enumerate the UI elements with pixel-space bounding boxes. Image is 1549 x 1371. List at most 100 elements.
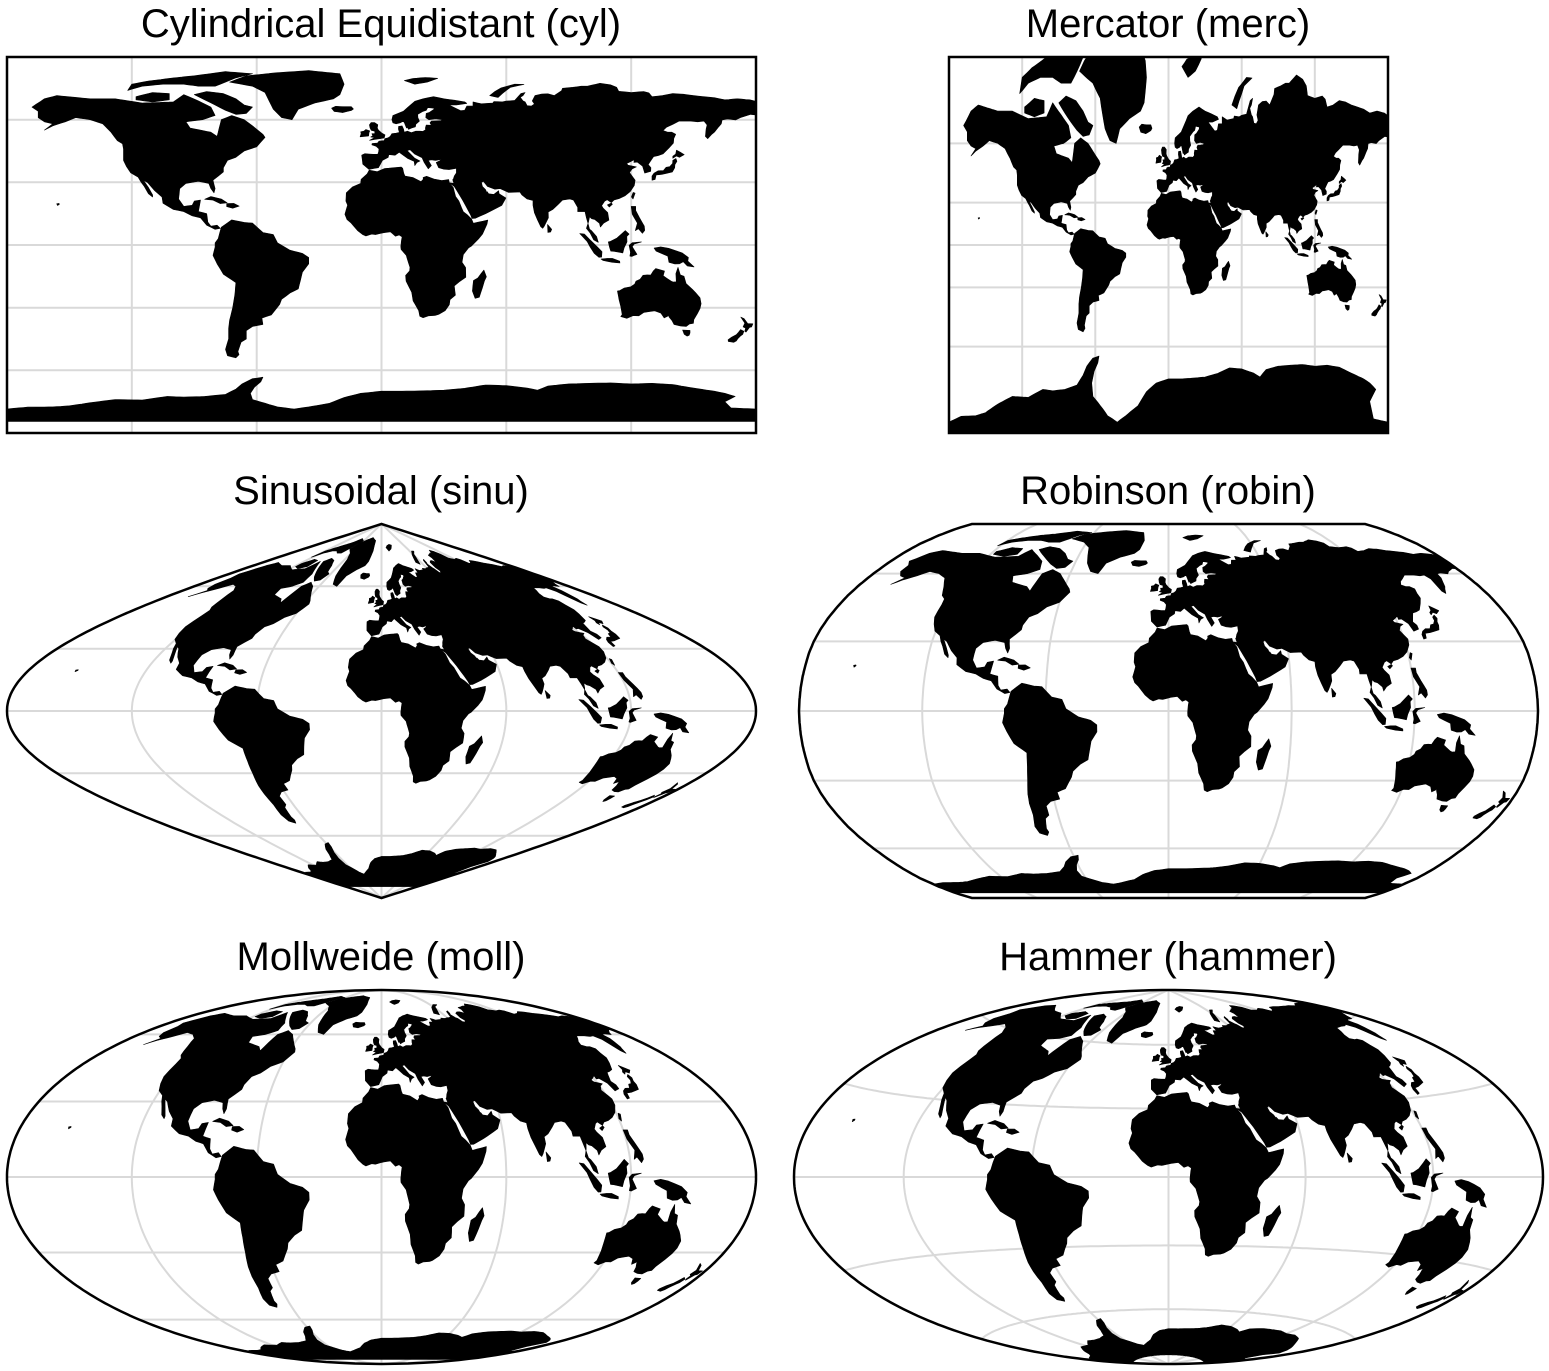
map-content <box>7 524 756 898</box>
ireland-landmass <box>359 129 371 138</box>
antarctica-landmass <box>932 854 1412 894</box>
borneo-landmass <box>608 230 630 254</box>
australia-landmass <box>593 1204 682 1275</box>
map-panel-moll: Mollweide (moll) <box>5 935 758 1366</box>
hawaii-landmass <box>851 1118 856 1122</box>
borneo-landmass <box>1391 694 1413 721</box>
map-title: Sinusoidal (sinu) <box>233 469 529 513</box>
borneo-landmass <box>1410 1158 1431 1188</box>
japan-landmass <box>623 1074 639 1100</box>
map-content <box>7 990 756 1364</box>
philippines-landmass <box>1314 219 1324 238</box>
hainan-landmass <box>607 202 613 208</box>
greenland-landmass <box>229 70 345 120</box>
svalbard-landmass <box>1182 534 1204 541</box>
cuba-landmass <box>204 196 228 204</box>
java-landmass <box>599 1193 619 1200</box>
north-america-landmass <box>31 94 266 230</box>
hokkaido-landmass <box>1392 1056 1407 1067</box>
eurasia-landmass <box>366 549 607 709</box>
canadian-arctic-islands-landmass <box>1083 999 1144 1011</box>
philippines-landmass <box>1421 1127 1445 1163</box>
japan-landmass <box>651 158 678 181</box>
baffin-island-landmass <box>194 91 253 115</box>
madagascar-landmass <box>1262 1205 1282 1237</box>
new-guinea-landmass <box>1327 245 1352 260</box>
svalbard-landmass <box>389 999 401 1005</box>
tasmania-landmass <box>631 1277 642 1285</box>
new-zealand-south-landmass <box>1472 804 1496 820</box>
iceland-landmass <box>360 572 370 580</box>
hispaniola-landmass <box>231 1126 245 1133</box>
hawaii-landmass <box>68 1126 72 1130</box>
hainan-landmass <box>1398 1124 1404 1131</box>
australia-landmass <box>1306 259 1357 303</box>
taiwan-landmass <box>1314 209 1318 215</box>
great-britain-landmass <box>1161 146 1171 168</box>
eurasia-landmass <box>1151 1002 1411 1174</box>
madagascar-landmass <box>465 735 483 765</box>
africa-landmass <box>344 166 489 318</box>
africa-landmass <box>1132 624 1273 792</box>
map-boundary-frame <box>792 988 1545 1366</box>
great-britain-landmass <box>372 1036 385 1056</box>
map-panel-merc: Mercator (merc) <box>947 2 1390 435</box>
map-title: Robinson (robin) <box>1020 469 1316 513</box>
map-title: Hammer (hammer) <box>999 935 1337 979</box>
australia-landmass <box>578 732 674 793</box>
baffin-island-landmass <box>1058 95 1094 137</box>
hokkaido-landmass <box>617 1065 631 1075</box>
canadian-arctic-islands-landmass <box>269 996 346 1010</box>
new-guinea-landmass <box>653 246 695 268</box>
victoria-island-landmass <box>295 559 318 569</box>
map-title: Mollweide (moll) <box>237 935 526 979</box>
great-britain-landmass <box>373 588 384 608</box>
java-landmass <box>1402 1193 1421 1200</box>
sulawesi-landmass <box>1412 707 1426 725</box>
greenland-landmass <box>332 537 376 587</box>
sulawesi-landmass <box>628 707 642 723</box>
sumatra-landmass <box>578 1162 603 1193</box>
java-landmass <box>1296 253 1309 257</box>
ireland-landmass <box>1150 583 1160 592</box>
java-landmass <box>599 724 618 730</box>
sumatra-landmass <box>579 233 603 258</box>
new-zealand-north-landmass <box>685 1263 703 1281</box>
map-content <box>949 57 1388 433</box>
hokkaido-landmass <box>588 616 604 626</box>
japan-landmass <box>1421 614 1440 640</box>
madagascar-landmass <box>1256 738 1272 771</box>
iceland-landmass <box>1138 123 1153 134</box>
australia-landmass <box>1385 1207 1474 1284</box>
novaya-zemlya-landmass <box>1209 1009 1221 1023</box>
hokkaido-landmass <box>1338 175 1347 184</box>
sulawesi-landmass <box>1430 1172 1444 1192</box>
sumatra-landmass <box>578 699 602 724</box>
greenland-landmass <box>317 995 371 1035</box>
south-america-landmass <box>212 219 309 359</box>
map-boundary-frame <box>5 988 758 1366</box>
australia-landmass <box>617 267 702 327</box>
great-britain-landmass <box>1158 1047 1172 1066</box>
hawaii-landmass <box>977 217 980 220</box>
victoria-island-landmass <box>254 1010 283 1019</box>
canadian-arctic-islands-landmass <box>311 538 364 558</box>
victoria-island-landmass <box>135 92 170 103</box>
hawaii-landmass <box>56 203 60 206</box>
java-landmass <box>1384 725 1404 732</box>
hainan-landmass <box>1300 217 1305 221</box>
map-title: Mercator (merc) <box>1026 2 1310 46</box>
new-zealand-south-landmass <box>657 1277 686 1292</box>
cuba-landmass <box>997 656 1020 666</box>
taiwan-landmass <box>1409 652 1413 661</box>
victoria-island-landmass <box>1064 1011 1089 1020</box>
new-guinea-landmass <box>653 1179 692 1205</box>
south-america-landmass <box>985 1147 1089 1302</box>
iceland-landmass <box>331 106 354 113</box>
hainan-landmass <box>599 1125 605 1131</box>
madagascar-landmass <box>1221 261 1231 281</box>
baffin-island-landmass <box>289 1009 309 1030</box>
map-panel-hammer: Hammer (hammer) <box>792 935 1545 1366</box>
taiwan-landmass <box>1413 1110 1419 1120</box>
north-america-landmass <box>890 549 1071 694</box>
